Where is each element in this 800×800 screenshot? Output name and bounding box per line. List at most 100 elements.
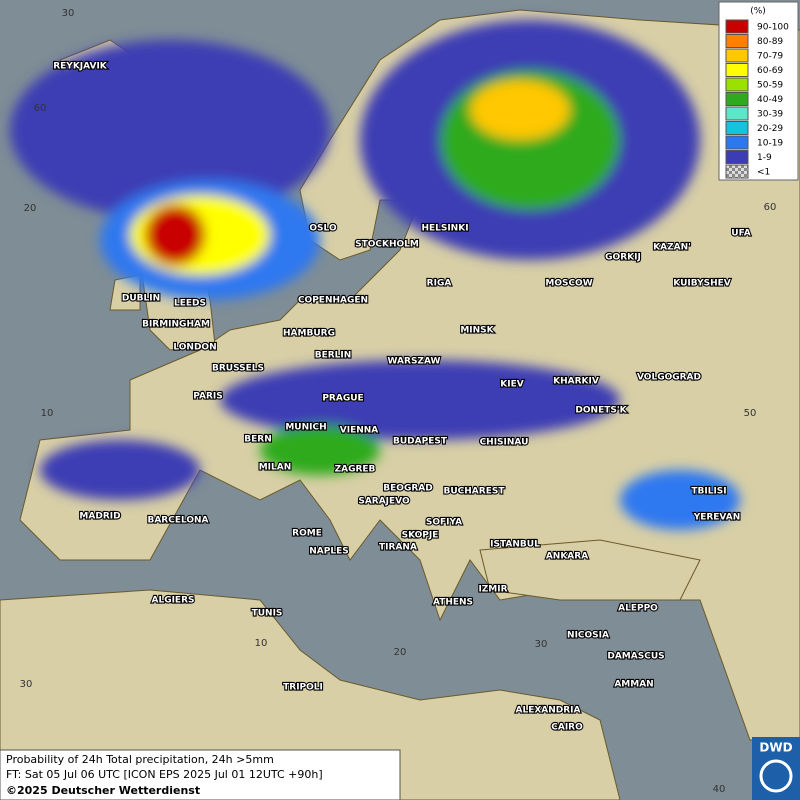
city-label: LONDON (173, 343, 216, 353)
city-label: MINSK (460, 326, 494, 336)
city-label: TUNIS (252, 609, 283, 619)
grid-labels: 30 60 20 10 10 30 20 30 40 50 60 (20, 8, 777, 795)
legend-label: 70-79 (757, 52, 783, 62)
legend-label: 80-89 (757, 37, 783, 47)
city-label: BUCHAREST (444, 487, 506, 497)
city-label: DAMASCUS (607, 652, 664, 662)
city-label: STOCKHOLM (355, 240, 419, 250)
logo: DWD (752, 737, 800, 800)
precipitation (10, 20, 740, 530)
legend-label: 50-59 (757, 81, 783, 91)
city-label: HAMBURG (283, 329, 335, 339)
city-label: ALEPPO (618, 604, 658, 614)
city-label: SOFIYA (426, 518, 462, 528)
grid-label: 30 (62, 8, 75, 19)
city-label: SARAJEVO (358, 497, 410, 507)
legend-swatch (725, 150, 749, 164)
city-label: KHARKIV (553, 377, 599, 387)
legend-swatch (725, 63, 749, 77)
grid-label: 60 (34, 103, 47, 114)
precip-area (220, 360, 620, 440)
anatolia (479, 539, 701, 601)
city-label: ATHENS (433, 598, 473, 608)
city-label: AMMAN (614, 680, 653, 690)
precip-area (620, 470, 740, 530)
city-label: PARIS (193, 392, 223, 402)
city-label: ALEXANDRIA (516, 706, 581, 716)
grid-label: 10 (255, 638, 268, 649)
grid-label: 30 (20, 679, 33, 690)
legend-label: 40-49 (757, 95, 783, 105)
city-label: GORKIJ (605, 253, 641, 263)
legend-unit: (%) (750, 7, 766, 17)
legend-swatch (725, 135, 749, 150)
city-label: KAZAN' (653, 243, 691, 253)
city-label: LEEDS (174, 299, 206, 309)
africa (0, 589, 621, 800)
logo-icon (759, 759, 793, 793)
precip-area (10, 40, 330, 220)
city-label: BIRMINGHAM (142, 320, 210, 330)
grid-label: 60 (764, 202, 777, 213)
city-label: ROME (292, 529, 322, 539)
city-label: BUDAPEST (393, 437, 448, 447)
city-label: RIGA (427, 279, 452, 289)
city-label: VOLGOGRAD (637, 373, 701, 383)
legend-label: 30-39 (757, 110, 783, 120)
city-label: KIEV (500, 380, 523, 390)
legend-label: 10-19 (757, 139, 783, 149)
footer-line: ©2025 Deutscher Wetterdienst (6, 784, 200, 797)
city-label: REYKJAVIK (53, 62, 108, 72)
city-label: MOSCOW (545, 279, 592, 289)
city-label: DONETS'K (575, 406, 627, 416)
legend-label: 60-69 (757, 66, 783, 76)
city-label: MUNICH (285, 423, 326, 433)
legend-swatch (725, 19, 749, 34)
city-label: TRIPOLI (283, 683, 323, 693)
legend-label: <1 (757, 168, 770, 178)
city-label: IZMIR (478, 585, 507, 595)
precip-area (470, 80, 570, 140)
city-label: BERLIN (315, 351, 352, 361)
city-label: ALGIERS (152, 596, 195, 606)
city-label: ISTANBUL (490, 540, 540, 550)
grid-label: 30 (535, 639, 548, 650)
city-label: WARSZAW (388, 357, 441, 367)
legend-swatch (725, 106, 749, 121)
legend-swatch (725, 48, 749, 63)
footer: Probability of 24h Total precipitation, … (0, 749, 401, 800)
city-label: MILAN (259, 463, 292, 473)
city-label: KUIBYSHEV (673, 279, 731, 289)
legend-swatch (725, 77, 749, 92)
city-label: ZAGREB (335, 465, 376, 475)
city-label: ANKARA (546, 552, 588, 562)
legend-label: 90-100 (757, 23, 789, 33)
city-label: BRUSSELS (212, 364, 264, 374)
city-label: NICOSIA (567, 631, 609, 641)
footer-line: Probability of 24h Total precipitation, … (6, 753, 274, 766)
city-label: CAIRO (551, 723, 583, 733)
city-label: BEOGRAD (383, 484, 432, 494)
city-label: NAPLES (309, 547, 348, 557)
city-label: BERN (244, 435, 271, 445)
footer-box (0, 749, 401, 800)
legend-label: 20-29 (757, 124, 783, 134)
footer-line: FT: Sat 05 Jul 06 UTC [ICON EPS 2025 Jul… (6, 768, 323, 781)
grid-label: 10 (41, 408, 54, 419)
legend: (%) 90-100 80-89 70-79 60-69 50-59 40-49 30-39… (718, 1, 799, 181)
city-label: VIENNA (340, 426, 379, 436)
city-label: MADRID (79, 512, 120, 522)
legend-swatch (725, 34, 749, 48)
legend-items: 90-100 80-89 70-79 60-69 50-59 40-49 30-39 20-2… (725, 19, 789, 179)
logo-text: DWD (759, 741, 792, 755)
legend-label: 1-9 (757, 153, 772, 163)
precip-area (260, 425, 380, 475)
city-label: UFA (731, 229, 750, 239)
precip-area (145, 205, 205, 265)
city-label: SKOPJE (402, 531, 439, 541)
city-label: CHISINAU (480, 438, 529, 448)
city-label: HELSINKI (421, 224, 468, 234)
grid-label: 40 (713, 784, 726, 795)
